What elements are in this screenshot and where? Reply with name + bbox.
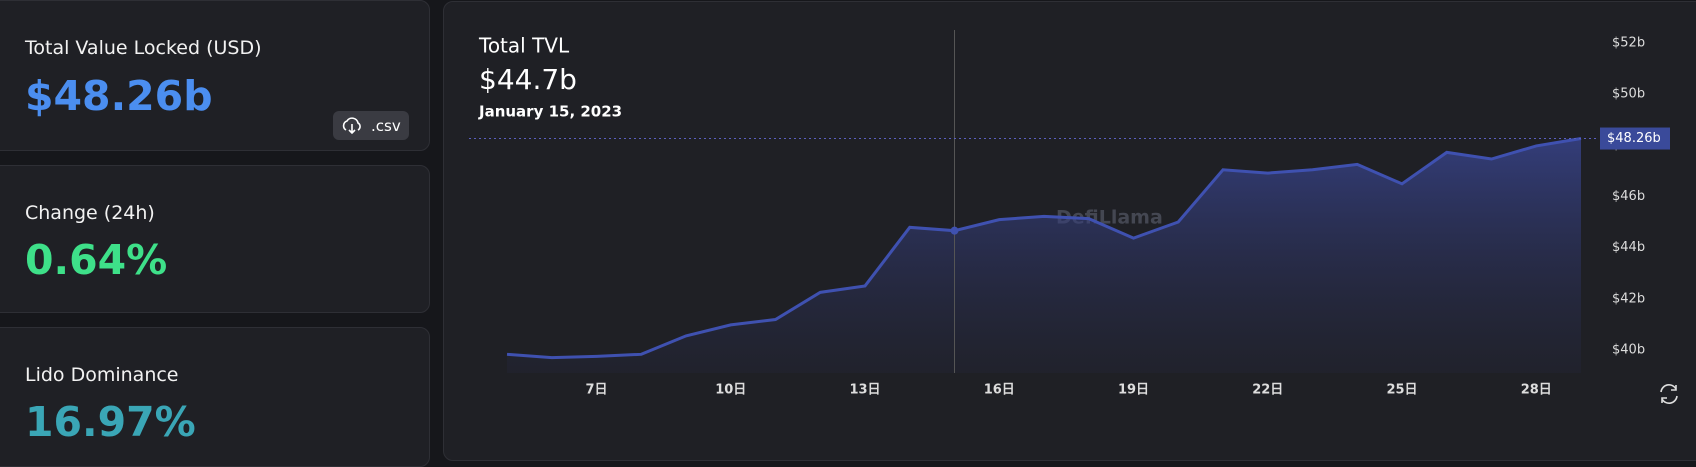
chart-subtitle: $44.7b bbox=[479, 63, 577, 96]
x-tick-label: 25日 bbox=[1386, 383, 1417, 398]
chart-title: Total TVL bbox=[478, 34, 570, 58]
current-label: $48.26b bbox=[1607, 131, 1661, 146]
area bbox=[507, 138, 1581, 373]
point bbox=[950, 226, 959, 235]
stat-value: 16.97% bbox=[25, 398, 196, 446]
line bbox=[506, 137, 1582, 360]
stat-value: 0.64% bbox=[25, 236, 168, 284]
download-icon bbox=[342, 117, 361, 135]
y-tick-label: $52b bbox=[1612, 35, 1645, 50]
stat-label: Total Value Locked (USD) bbox=[25, 37, 262, 59]
stat-label: Lido Dominance bbox=[25, 364, 179, 386]
y-tick-label: $50b bbox=[1612, 86, 1645, 101]
stat-label: Change (24h) bbox=[25, 202, 155, 224]
y-tick-label: $42b bbox=[1612, 291, 1645, 306]
y-tick-label: $40b bbox=[1612, 342, 1645, 357]
x-tick-label: 7日 bbox=[585, 383, 607, 398]
x-tick-label: 16日 bbox=[984, 383, 1015, 398]
current-box bbox=[1600, 127, 1670, 150]
stat-panel: Lido Dominance 16.97% bbox=[0, 327, 430, 467]
stat-panel: Change (24h) 0.64% bbox=[0, 165, 430, 313]
chart: Total TVL $44.7b January 15, 2023 $40b $4… bbox=[469, 30, 1678, 404]
csv-button[interactable]: .csv bbox=[333, 111, 409, 140]
x-tick-label: 28日 bbox=[1521, 383, 1552, 398]
chart-date: January 15, 2023 bbox=[478, 103, 622, 121]
y-tick-label: $46b bbox=[1612, 189, 1645, 204]
refresh-icon[interactable] bbox=[1660, 384, 1678, 404]
csv-label: .csv bbox=[371, 117, 401, 135]
stat-value: $48.26b bbox=[25, 72, 213, 120]
y-tick-label: $44b bbox=[1612, 240, 1645, 255]
x-tick-label: 22日 bbox=[1252, 383, 1283, 398]
x-tick-label: 13日 bbox=[849, 383, 880, 398]
stat-panel: Total Value Locked (USD) $48.26b .csv bbox=[0, 0, 430, 151]
x-tick-label: 19日 bbox=[1118, 383, 1149, 398]
x-tick-label: 10日 bbox=[715, 383, 746, 398]
